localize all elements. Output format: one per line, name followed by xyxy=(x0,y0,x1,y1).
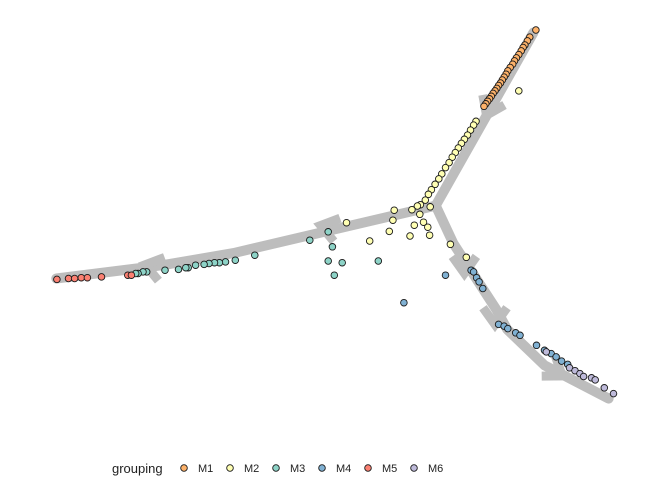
legend-swatch xyxy=(364,464,372,472)
data-point xyxy=(77,273,86,282)
series-m1 xyxy=(480,26,540,111)
legend-swatch xyxy=(318,464,326,472)
data-point xyxy=(425,231,434,239)
data-point xyxy=(70,274,79,283)
data-point xyxy=(552,353,560,361)
data-point xyxy=(413,202,422,210)
data-point xyxy=(504,324,512,333)
data-point xyxy=(342,218,351,227)
data-point xyxy=(221,258,230,266)
data-point xyxy=(532,26,540,34)
data-point xyxy=(328,243,337,251)
data-point xyxy=(416,210,424,219)
legend-label: M2 xyxy=(244,463,259,475)
data-point xyxy=(421,196,430,204)
data-point xyxy=(390,206,398,214)
legend-item-m5: M5 xyxy=(364,463,397,475)
legend-item-m1: M1 xyxy=(180,463,213,475)
data-point xyxy=(374,257,383,265)
data-point xyxy=(127,271,136,279)
legend-swatch xyxy=(180,464,188,472)
legend-label: M4 xyxy=(336,463,351,475)
legend-label: M3 xyxy=(290,463,305,475)
points-layer xyxy=(53,26,618,398)
trajectory-branch-3 xyxy=(430,200,614,404)
data-point xyxy=(338,258,346,267)
trajectory-layer xyxy=(51,27,614,404)
data-point xyxy=(174,265,183,274)
trajectory-arrow-3 xyxy=(448,253,481,281)
data-point xyxy=(424,190,433,199)
series-m5 xyxy=(53,271,136,284)
data-point xyxy=(516,331,524,340)
data-point xyxy=(469,268,478,276)
data-point xyxy=(579,372,588,381)
legend-item-m4: M4 xyxy=(318,463,351,475)
data-point xyxy=(557,357,566,365)
data-point xyxy=(251,251,259,259)
data-point xyxy=(532,341,541,350)
series-m4 xyxy=(400,266,572,369)
data-point xyxy=(441,163,450,172)
data-point xyxy=(600,384,609,392)
trajectory-arrow-2 xyxy=(313,213,342,245)
legend-label: M1 xyxy=(198,463,213,475)
data-point xyxy=(424,223,432,231)
data-point xyxy=(515,87,523,95)
data-point xyxy=(400,298,408,307)
data-point xyxy=(182,263,190,272)
data-point xyxy=(406,232,414,240)
legend-swatch xyxy=(226,464,234,472)
data-point xyxy=(591,376,599,384)
data-point xyxy=(542,348,551,356)
series-m2 xyxy=(342,87,523,262)
legend-label: M5 xyxy=(382,463,397,475)
data-point xyxy=(389,216,397,224)
trajectory-arrow-extra-3 xyxy=(137,253,167,284)
trajectory-branch-2 xyxy=(51,200,441,284)
series-m3 xyxy=(131,228,383,279)
legend: grouping M1 M2 M3 M4 M5 M6 xyxy=(112,461,443,476)
legend-item-m3: M3 xyxy=(272,463,305,475)
data-point xyxy=(446,240,455,249)
data-point xyxy=(431,180,439,189)
data-point xyxy=(200,260,208,269)
data-point xyxy=(475,278,483,286)
data-point xyxy=(161,266,169,274)
data-point xyxy=(480,102,488,111)
data-point xyxy=(324,257,332,265)
data-point xyxy=(365,237,374,245)
legend-swatch xyxy=(410,464,418,472)
data-point xyxy=(385,227,394,236)
data-point xyxy=(462,253,471,262)
data-point xyxy=(426,203,434,211)
data-point xyxy=(479,284,487,293)
data-point xyxy=(306,236,314,244)
legend-label: M6 xyxy=(428,463,443,475)
data-point xyxy=(97,273,106,281)
legend-swatch xyxy=(272,464,280,472)
data-point xyxy=(231,256,240,264)
data-point xyxy=(408,205,416,214)
data-point xyxy=(445,158,453,167)
data-point xyxy=(419,218,428,226)
data-point xyxy=(410,221,419,229)
series-m6 xyxy=(542,348,618,398)
data-point xyxy=(324,228,332,236)
data-point xyxy=(53,275,61,284)
trajectory-arrow-extra-2 xyxy=(541,355,569,381)
legend-title: grouping xyxy=(112,461,163,476)
data-point xyxy=(330,271,339,279)
data-point xyxy=(609,389,618,398)
legend-item-m2: M2 xyxy=(226,463,259,475)
data-point xyxy=(191,261,200,269)
legend-item-m6: M6 xyxy=(410,463,443,475)
data-point xyxy=(435,175,443,183)
data-point xyxy=(441,271,450,279)
data-point xyxy=(83,273,92,282)
data-point xyxy=(64,274,73,283)
